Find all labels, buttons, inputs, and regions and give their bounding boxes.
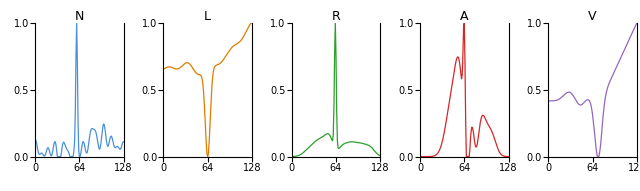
Title: R: R [332, 10, 340, 23]
Title: V: V [588, 10, 597, 23]
Title: A: A [460, 10, 468, 23]
Title: L: L [204, 10, 211, 23]
Title: N: N [75, 10, 84, 23]
